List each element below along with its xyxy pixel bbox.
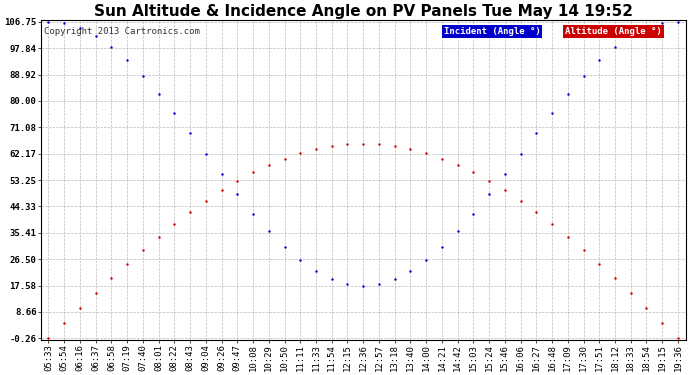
Title: Sun Altitude & Incidence Angle on PV Panels Tue May 14 19:52: Sun Altitude & Incidence Angle on PV Pan…: [94, 4, 633, 19]
Text: Copyright 2013 Cartronics.com: Copyright 2013 Cartronics.com: [43, 27, 199, 36]
Text: Altitude (Angle °): Altitude (Angle °): [565, 27, 662, 36]
Text: Incident (Angle °): Incident (Angle °): [444, 27, 540, 36]
